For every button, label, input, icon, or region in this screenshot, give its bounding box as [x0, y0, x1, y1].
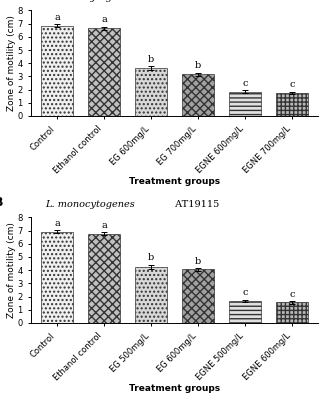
- Text: a: a: [101, 15, 107, 24]
- Bar: [182, 74, 214, 116]
- Text: c: c: [290, 80, 295, 89]
- Bar: [41, 232, 73, 323]
- X-axis label: Treatment groups: Treatment groups: [129, 384, 220, 393]
- Text: b: b: [148, 254, 154, 262]
- Bar: [135, 68, 167, 116]
- Text: B: B: [0, 196, 3, 209]
- Bar: [229, 301, 261, 323]
- Text: L. monocytogenes: L. monocytogenes: [46, 200, 135, 209]
- Text: c: c: [242, 288, 248, 298]
- Bar: [41, 26, 73, 116]
- Y-axis label: Zone of motility (cm): Zone of motility (cm): [7, 15, 16, 111]
- Text: Scott A: Scott A: [172, 0, 211, 2]
- Text: a: a: [54, 13, 60, 22]
- Text: c: c: [290, 290, 295, 299]
- Text: a: a: [54, 219, 60, 228]
- Bar: [276, 93, 308, 116]
- X-axis label: Treatment groups: Treatment groups: [129, 177, 220, 186]
- Text: b: b: [195, 62, 201, 70]
- Text: a: a: [101, 221, 107, 230]
- Text: A: A: [0, 0, 3, 2]
- Text: b: b: [195, 256, 201, 266]
- Bar: [229, 92, 261, 116]
- Bar: [135, 267, 167, 323]
- Text: c: c: [242, 79, 248, 88]
- Text: AT19115: AT19115: [172, 200, 219, 209]
- Text: L. monocytogenes: L. monocytogenes: [46, 0, 135, 2]
- Bar: [276, 302, 308, 323]
- Bar: [182, 270, 214, 323]
- Bar: [88, 28, 120, 116]
- Bar: [88, 234, 120, 323]
- Y-axis label: Zone of motility (cm): Zone of motility (cm): [7, 222, 16, 318]
- Text: b: b: [148, 55, 154, 64]
